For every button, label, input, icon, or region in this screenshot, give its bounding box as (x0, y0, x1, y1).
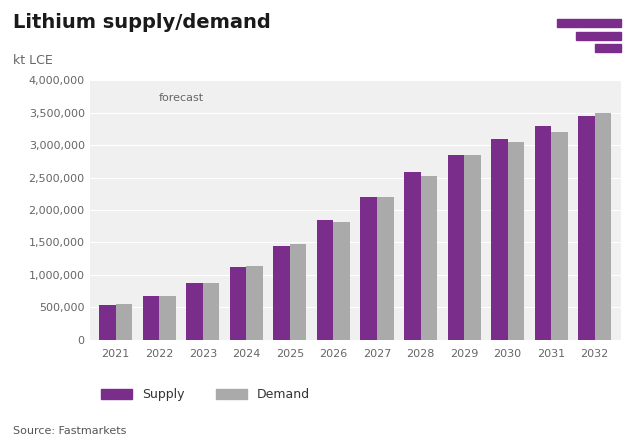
Bar (404, 173, 420, 340)
Bar (273, 246, 290, 340)
Bar (447, 155, 464, 340)
Bar (333, 222, 350, 340)
Bar (491, 139, 508, 340)
Bar (508, 142, 524, 340)
Bar (377, 197, 394, 340)
Bar (464, 155, 481, 340)
Text: forecast: forecast (159, 93, 204, 103)
Bar (230, 267, 246, 340)
Text: Lithium supply/demand: Lithium supply/demand (13, 13, 271, 33)
Text: Source: Fastmarkets: Source: Fastmarkets (13, 426, 126, 436)
Bar (186, 283, 203, 340)
Bar (420, 177, 437, 340)
Bar (576, 32, 621, 40)
Bar (99, 305, 116, 340)
Bar (143, 296, 159, 340)
Bar (360, 197, 377, 340)
Bar (317, 220, 333, 340)
Bar (557, 19, 621, 28)
Bar (159, 295, 176, 340)
Legend: Supply, Demand: Supply, Demand (96, 383, 316, 406)
Bar (578, 116, 595, 340)
Bar (534, 126, 551, 340)
Bar (290, 244, 307, 340)
Bar (246, 266, 263, 340)
Bar (203, 283, 220, 340)
Text: kt LCE: kt LCE (13, 54, 52, 67)
Bar (595, 44, 621, 51)
Bar (595, 113, 611, 340)
Bar (116, 304, 132, 340)
Bar (551, 132, 568, 340)
